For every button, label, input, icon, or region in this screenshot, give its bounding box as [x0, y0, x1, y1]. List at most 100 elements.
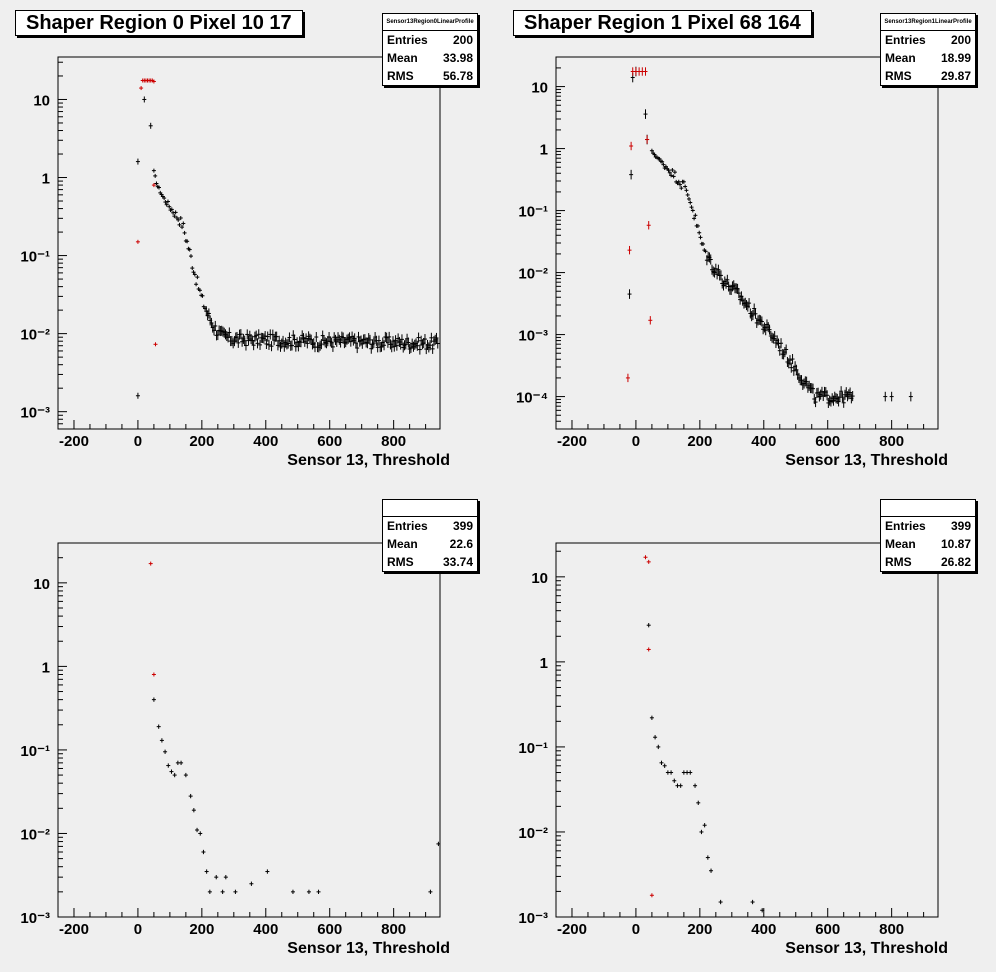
y-tick-label: 10⁻³ — [518, 328, 548, 345]
x-tick-label: 800 — [381, 433, 406, 450]
plot-axes: -200 0 200 400 600 800 10⁻³ 10⁻² 10⁻¹ 1 10 Sensor 1… — [518, 550, 948, 957]
panel-3-stats-box: Entries 399 Mean 10.87 RMS 26.82 — [880, 499, 976, 572]
x-tick-label: 400 — [253, 433, 278, 450]
x-tick-label: 0 — [134, 433, 142, 450]
plot-panel-2: -200 0 200 400 600 800 10⁻³ 10⁻² 10⁻¹ 1 10 Sensor 1… — [20, 542, 450, 957]
x-tick-label: 600 — [815, 433, 840, 450]
y-tick-label: 10⁻² — [20, 826, 50, 843]
plot-frame — [555, 542, 939, 918]
x-tick-label: 800 — [879, 433, 904, 450]
plot-axes: -200 0 200 400 600 800 10⁻³ 10⁻² 10⁻¹ 1 10 Sensor 1… — [20, 61, 450, 469]
y-tick-label: 10 — [531, 80, 548, 97]
panel-2-stats-box: Entries 399 Mean 22.6 RMS 33.74 — [382, 499, 478, 572]
y-tick-label: 10⁻² — [518, 266, 548, 283]
plot-panel-1: -200 0 200 400 600 800 10⁻⁴ 10⁻³ 10⁻² 10⁻¹ 1 10 Sens… — [516, 56, 948, 469]
x-tick-label: 600 — [317, 433, 342, 450]
plot-panel-3: -200 0 200 400 600 800 10⁻³ 10⁻² 10⁻¹ 1 10 Sensor 1… — [518, 542, 948, 957]
x-axis-label: Sensor 13, Threshold — [287, 940, 450, 957]
stats-label-entries: Entries — [387, 519, 428, 533]
y-tick-label: 1 — [42, 659, 50, 676]
x-axis-label: Sensor 13, Threshold — [785, 452, 948, 469]
stats-value-entries: 399 — [950, 519, 971, 533]
data-series-2 — [135, 78, 158, 347]
stats-value-rms: 29.87 — [940, 69, 971, 83]
stats-value-entries: 200 — [452, 33, 473, 47]
y-tick-label: 1 — [540, 142, 548, 159]
plot-frame — [57, 542, 441, 918]
x-tick-label: 400 — [253, 921, 278, 938]
y-tick-label: 10⁻¹ — [518, 204, 548, 221]
y-tick-label: 10⁻³ — [518, 910, 548, 927]
y-tick-label: 1 — [540, 655, 548, 672]
stats-value-mean: 22.6 — [449, 537, 473, 551]
x-tick-label: 200 — [687, 433, 712, 450]
panel-0-title: Shaper Region 0 Pixel 10 17 — [15, 10, 303, 36]
x-tick-label: 600 — [317, 921, 342, 938]
plot-axes: -200 0 200 400 600 800 10⁻⁴ 10⁻³ 10⁻² 10⁻¹ 1 10 Sens… — [516, 56, 948, 469]
stats-label-rms: RMS — [885, 555, 912, 569]
x-tick-label: 400 — [751, 921, 776, 938]
panel-1-stats-name: Sensor13Region1LinearProfile — [881, 14, 975, 31]
x-tick-label: 0 — [632, 433, 640, 450]
y-tick-label: 10⁻³ — [20, 405, 50, 422]
x-tick-label: 600 — [815, 921, 840, 938]
stats-label-entries: Entries — [885, 33, 926, 47]
panel-1-title: Shaper Region 1 Pixel 68 164 — [513, 10, 812, 36]
y-tick-label: 10⁻¹ — [518, 740, 548, 757]
stats-label-rms: RMS — [387, 69, 414, 83]
x-tick-label: 400 — [751, 433, 776, 450]
y-tick-label: 10⁻² — [518, 825, 548, 842]
x-tick-label: 0 — [632, 921, 640, 938]
stats-label-mean: Mean — [885, 537, 916, 551]
stats-label-entries: Entries — [885, 519, 926, 533]
data-series-1 — [135, 96, 153, 399]
stats-value-entries: 200 — [950, 33, 971, 47]
x-tick-label: -200 — [59, 433, 89, 450]
stats-value-mean: 10.87 — [940, 537, 971, 551]
y-tick-label: 10⁻² — [20, 327, 50, 344]
x-tick-label: 0 — [134, 921, 142, 938]
x-tick-label: 200 — [189, 433, 214, 450]
x-tick-label: -200 — [557, 433, 587, 450]
y-tick-label: 10⁻⁴ — [516, 390, 548, 407]
stats-value-rms: 26.82 — [940, 555, 971, 569]
x-tick-label: -200 — [59, 921, 89, 938]
x-tick-label: -200 — [557, 921, 587, 938]
stats-label-entries: Entries — [387, 33, 428, 47]
plot-frame — [57, 56, 441, 430]
data-series-0 — [151, 697, 441, 895]
data-series-0 — [646, 623, 765, 913]
stats-value-mean: 33.98 — [442, 51, 473, 65]
stats-label-rms: RMS — [885, 69, 912, 83]
x-tick-label: 800 — [381, 921, 406, 938]
y-tick-label: 1 — [42, 171, 50, 188]
stats-value-rms: 56.78 — [442, 69, 473, 83]
y-tick-label: 10 — [33, 576, 50, 593]
panel-0-stats-name: Sensor13Region0LinearProfile — [383, 14, 477, 31]
stats-label-mean: Mean — [387, 51, 418, 65]
panel-2-stats-name — [383, 500, 477, 517]
x-tick-label: 200 — [687, 921, 712, 938]
y-tick-label: 10⁻¹ — [20, 743, 50, 760]
x-axis-label: Sensor 13, Threshold — [287, 452, 450, 469]
plot-frame — [555, 56, 939, 430]
stats-value-entries: 399 — [452, 519, 473, 533]
stats-value-rms: 33.74 — [442, 555, 473, 569]
x-tick-label: 200 — [189, 921, 214, 938]
stats-label-mean: Mean — [885, 51, 916, 65]
data-series-0 — [649, 148, 855, 408]
data-series-0 — [151, 168, 440, 355]
panel-3-stats-name — [881, 500, 975, 517]
data-series-1 — [148, 561, 156, 677]
stats-value-mean: 18.99 — [940, 51, 971, 65]
y-tick-label: 10 — [531, 570, 548, 587]
y-tick-label: 10 — [33, 92, 50, 109]
stats-label-rms: RMS — [387, 555, 414, 569]
panel-1-stats-box: Sensor13Region1LinearProfile Entries 200 … — [880, 13, 976, 86]
y-tick-label: 10⁻¹ — [20, 249, 50, 266]
data-series-1 — [643, 555, 654, 898]
data-series-2 — [625, 67, 653, 383]
plot-axes: -200 0 200 400 600 800 10⁻³ 10⁻² 10⁻¹ 1 10 Sensor 1… — [20, 542, 450, 957]
x-tick-label: 800 — [879, 921, 904, 938]
